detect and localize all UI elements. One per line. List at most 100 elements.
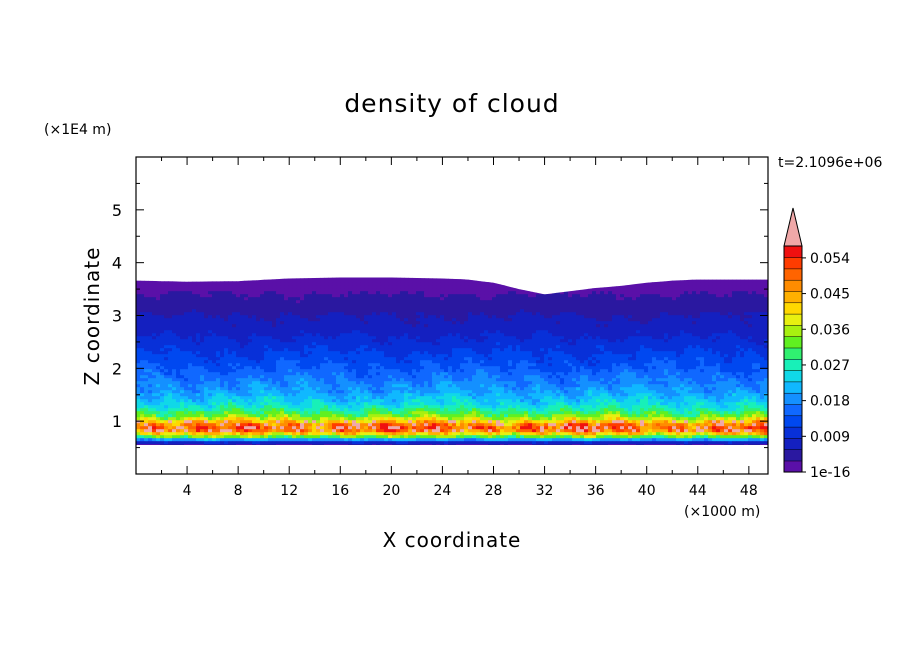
heatmap-cell	[300, 300, 305, 304]
heatmap-cell	[380, 324, 385, 328]
heatmap-cell	[152, 297, 157, 301]
heatmap-cell	[696, 357, 701, 361]
heatmap-cell	[468, 327, 473, 331]
heatmap-cell	[604, 327, 609, 331]
heatmap-cell	[516, 330, 521, 334]
heatmap-cell	[184, 324, 189, 328]
heatmap-cell	[520, 333, 525, 337]
heatmap-cell	[300, 277, 305, 280]
heatmap-cell	[500, 342, 505, 346]
heatmap-cell	[432, 360, 437, 364]
heatmap-cell	[408, 306, 413, 310]
heatmap-cell	[640, 342, 645, 346]
heatmap-cell	[152, 309, 157, 313]
heatmap-cell	[136, 330, 141, 334]
heatmap-cell	[596, 303, 601, 307]
heatmap-cell	[488, 333, 493, 337]
heatmap-cell	[248, 279, 253, 283]
heatmap-cell	[388, 351, 393, 355]
heatmap-cell	[436, 339, 441, 343]
heatmap-cell	[356, 315, 361, 319]
heatmap-cell	[304, 327, 309, 331]
heatmap-cell	[208, 339, 213, 343]
heatmap-cell	[664, 324, 669, 328]
heatmap-cell	[736, 351, 741, 355]
heatmap-cell	[496, 333, 501, 337]
heatmap-cell	[172, 288, 177, 292]
heatmap-cell	[544, 330, 549, 334]
heatmap-cell	[312, 306, 317, 310]
heatmap-cell	[228, 297, 233, 301]
heatmap-cell	[704, 318, 709, 322]
heatmap-cell	[364, 288, 369, 292]
heatmap-cell	[452, 282, 457, 286]
heatmap-cell	[556, 321, 561, 325]
heatmap-cell	[316, 321, 321, 325]
heatmap-cell	[136, 339, 141, 343]
heatmap-cell	[704, 297, 709, 301]
heatmap-cell	[608, 342, 613, 346]
heatmap-cell	[664, 330, 669, 334]
heatmap-cell	[356, 321, 361, 325]
heatmap-cell	[652, 360, 657, 364]
heatmap-cell	[700, 354, 705, 358]
heatmap-cell	[436, 303, 441, 307]
heatmap-cell	[256, 333, 261, 337]
heatmap-cell	[324, 348, 329, 352]
heatmap-cell	[628, 285, 633, 289]
heatmap-cell	[532, 348, 537, 352]
heatmap-cell	[320, 309, 325, 313]
heatmap-cell	[600, 306, 605, 310]
heatmap-cell	[596, 309, 601, 313]
heatmap-cell	[588, 294, 593, 298]
heatmap-cell	[580, 288, 585, 292]
heatmap-cell	[568, 345, 573, 349]
heatmap-cell	[648, 315, 653, 319]
heatmap-cell	[512, 357, 517, 361]
heatmap-cell	[452, 366, 457, 370]
heatmap-cell	[424, 312, 429, 316]
heatmap-cell	[592, 321, 597, 325]
heatmap-cell	[412, 324, 417, 328]
heatmap-cell	[308, 318, 313, 322]
heatmap-cell	[240, 324, 245, 328]
heatmap-cell	[472, 282, 477, 286]
heatmap-cell	[684, 312, 689, 316]
heatmap-cell	[492, 312, 497, 316]
heatmap-cell	[748, 327, 753, 331]
heatmap-cell	[512, 366, 517, 370]
heatmap-cell	[396, 363, 401, 367]
heatmap-cell	[236, 357, 241, 361]
heatmap-cell	[620, 306, 625, 310]
heatmap-cell	[728, 351, 733, 355]
heatmap-cell	[320, 333, 325, 337]
heatmap-cell	[296, 277, 301, 280]
heatmap-cell	[528, 309, 533, 313]
heatmap-cell	[564, 324, 569, 328]
heatmap-cell	[600, 309, 605, 313]
heatmap-cell	[660, 294, 665, 298]
heatmap-cell	[596, 327, 601, 331]
heatmap-cell	[608, 333, 613, 337]
heatmap-cell	[512, 327, 517, 331]
heatmap-cell	[656, 339, 661, 343]
heatmap-cell	[752, 351, 757, 355]
heatmap-cell	[668, 360, 673, 364]
heatmap-cell	[304, 291, 309, 295]
heatmap-cell	[232, 348, 237, 352]
heatmap-cell	[692, 321, 697, 325]
heatmap-cell	[216, 327, 221, 331]
heatmap-cell	[288, 327, 293, 331]
heatmap-cell	[704, 351, 709, 355]
heatmap-cell	[740, 309, 745, 313]
heatmap-cell	[680, 285, 685, 289]
heatmap-cell	[712, 336, 717, 340]
heatmap-cell	[244, 291, 249, 295]
heatmap-cell	[292, 345, 297, 349]
heatmap-cell	[372, 318, 377, 322]
heatmap-cell	[296, 318, 301, 322]
heatmap-cell	[240, 339, 245, 343]
heatmap-cell	[756, 300, 761, 304]
heatmap-cell	[764, 309, 768, 313]
heatmap-cell	[612, 309, 617, 313]
